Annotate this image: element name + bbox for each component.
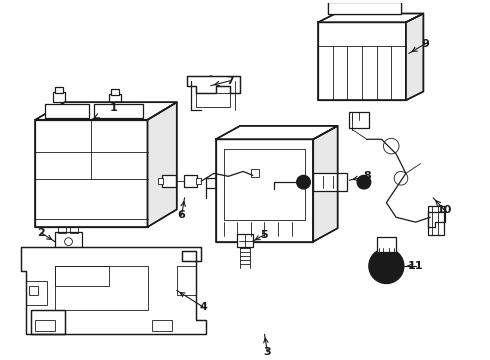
Bar: [377, 237, 396, 252]
Polygon shape: [318, 22, 406, 100]
Bar: [71, 227, 78, 233]
Bar: [428, 206, 444, 235]
Bar: [35, 320, 55, 331]
Bar: [73, 251, 79, 257]
Bar: [55, 87, 63, 94]
Polygon shape: [94, 104, 143, 118]
Text: 7: 7: [226, 76, 234, 86]
Text: 1: 1: [109, 103, 117, 113]
Polygon shape: [147, 102, 177, 227]
Bar: [55, 266, 147, 310]
Circle shape: [369, 248, 404, 284]
Bar: [55, 266, 108, 285]
Text: 10: 10: [437, 206, 453, 215]
Polygon shape: [45, 104, 89, 118]
Circle shape: [296, 175, 310, 189]
Polygon shape: [21, 247, 206, 334]
Text: 9: 9: [421, 39, 429, 49]
Bar: [111, 89, 119, 95]
Text: 2: 2: [37, 228, 45, 238]
Bar: [177, 266, 196, 295]
Bar: [318, 22, 406, 100]
Bar: [184, 175, 197, 187]
Bar: [162, 175, 176, 187]
Bar: [196, 178, 201, 184]
Bar: [25, 281, 47, 305]
Bar: [237, 234, 253, 247]
Polygon shape: [318, 14, 423, 22]
Text: 11: 11: [408, 261, 423, 271]
Polygon shape: [328, 2, 401, 14]
Bar: [158, 178, 163, 184]
Bar: [109, 94, 121, 102]
Bar: [152, 320, 172, 331]
Text: 5: 5: [261, 230, 269, 240]
Polygon shape: [406, 14, 423, 100]
Bar: [55, 232, 82, 251]
Polygon shape: [313, 126, 338, 242]
Bar: [28, 285, 38, 295]
Text: 3: 3: [264, 347, 271, 357]
Bar: [251, 170, 259, 177]
Bar: [216, 139, 313, 242]
Polygon shape: [216, 139, 313, 242]
Circle shape: [357, 175, 371, 189]
Bar: [35, 120, 147, 227]
Bar: [58, 227, 66, 233]
Bar: [349, 112, 369, 127]
Polygon shape: [216, 126, 338, 139]
Polygon shape: [35, 120, 147, 227]
Text: 4: 4: [199, 302, 207, 312]
Bar: [57, 251, 64, 257]
Bar: [53, 93, 65, 102]
Text: 6: 6: [178, 210, 186, 220]
Bar: [313, 174, 347, 191]
Polygon shape: [35, 102, 177, 120]
Text: 8: 8: [363, 171, 371, 181]
Polygon shape: [187, 76, 240, 94]
